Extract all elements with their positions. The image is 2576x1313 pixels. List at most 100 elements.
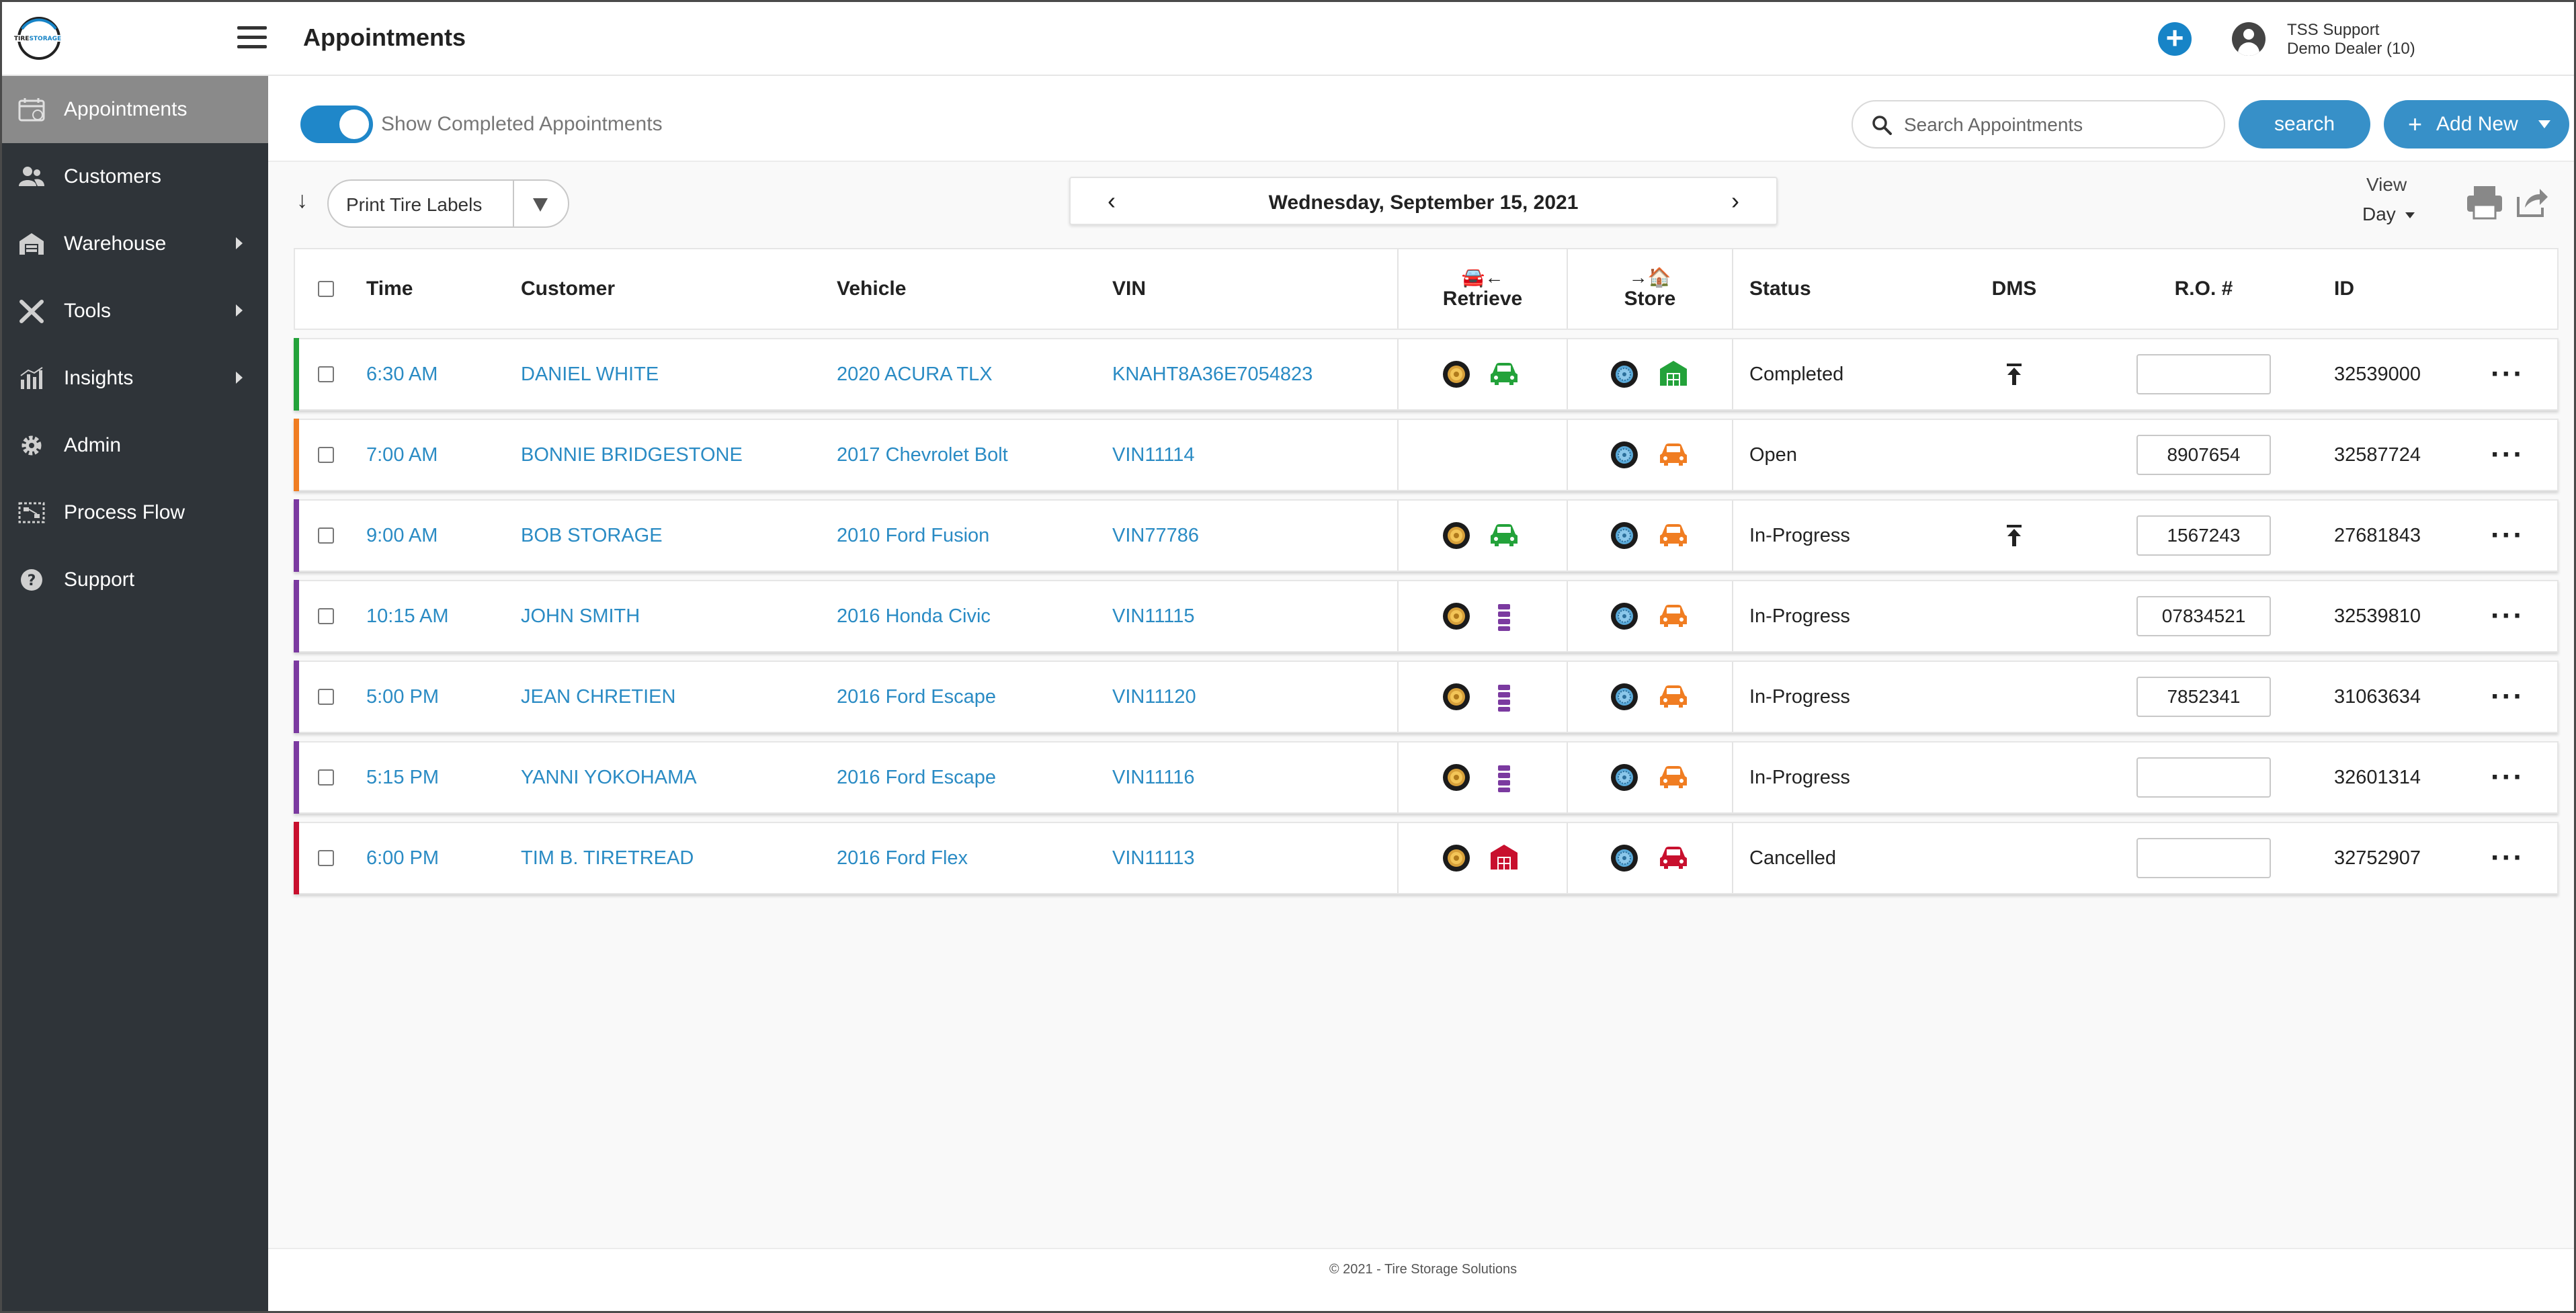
vehicle-link[interactable]: 2020 ACURA TLX xyxy=(837,363,993,385)
ro-number-input[interactable] xyxy=(2136,757,2271,798)
ro-number-input[interactable] xyxy=(2136,515,2271,556)
header-id[interactable]: ID xyxy=(2334,278,2354,300)
header-ro[interactable]: R.O. # xyxy=(2174,278,2233,300)
customer-link[interactable]: JOHN SMITH xyxy=(521,605,640,627)
header-time[interactable]: Time xyxy=(366,278,413,300)
vin-link[interactable]: VIN11120 xyxy=(1112,685,1196,708)
row-checkbox[interactable] xyxy=(318,769,334,786)
tire-stack-icon[interactable] xyxy=(1489,763,1520,792)
tire-icon[interactable] xyxy=(1610,601,1639,631)
car-icon[interactable] xyxy=(1489,359,1520,386)
upload-icon[interactable] xyxy=(2004,363,2024,386)
chevron-left-icon[interactable]: ‹ xyxy=(1108,187,1116,214)
tire-icon[interactable] xyxy=(1610,843,1639,873)
current-date[interactable]: Wednesday, September 15, 2021 xyxy=(1268,192,1579,214)
row-checkbox[interactable] xyxy=(318,608,334,624)
user-info[interactable]: TSS Support Demo Dealer (10) xyxy=(2287,21,2415,58)
tire-icon[interactable] xyxy=(1610,521,1639,550)
row-checkbox[interactable] xyxy=(318,527,334,544)
appointment-time-link[interactable]: 6:30 AM xyxy=(366,363,438,385)
customer-link[interactable]: YANNI YOKOHAMA xyxy=(521,766,697,788)
more-options-icon[interactable]: ··· xyxy=(2491,599,2524,632)
more-options-icon[interactable]: ··· xyxy=(2491,841,2524,874)
chevron-right-icon[interactable]: › xyxy=(1731,187,1739,214)
customer-link[interactable]: DANIEL WHITE xyxy=(521,363,659,385)
ro-number-input[interactable] xyxy=(2136,354,2271,394)
ro-number-input[interactable] xyxy=(2136,838,2271,878)
customer-link[interactable]: TIM B. TIRETREAD xyxy=(521,847,694,869)
select-all-checkbox[interactable] xyxy=(318,281,334,297)
table-row[interactable]: 5:15 PM YANNI YOKOHAMA 2016 Ford Escape VIN… xyxy=(294,741,2559,814)
tire-icon[interactable] xyxy=(1442,359,1471,389)
user-avatar-icon[interactable] xyxy=(2232,22,2266,56)
row-checkbox[interactable] xyxy=(318,366,334,382)
sidebar-item-customers[interactable]: Customers xyxy=(2,143,268,210)
vin-link[interactable]: VIN77786 xyxy=(1112,524,1199,546)
table-row[interactable]: 6:00 PM TIM B. TIRETREAD 2016 Ford Flex VIN… xyxy=(294,822,2559,894)
sidebar-item-warehouse[interactable]: Warehouse xyxy=(2,210,268,278)
vehicle-link[interactable]: 2016 Ford Escape xyxy=(837,685,996,708)
sidebar-item-admin[interactable]: Admin xyxy=(2,412,268,479)
sidebar-item-process-flow[interactable]: Process Flow xyxy=(2,479,268,546)
vehicle-link[interactable]: 2016 Honda Civic xyxy=(837,605,991,627)
row-checkbox[interactable] xyxy=(318,689,334,705)
ro-number-input[interactable] xyxy=(2136,435,2271,475)
appointment-time-link[interactable]: 9:00 AM xyxy=(366,524,438,546)
vin-link[interactable]: KNAHT8A36E7054823 xyxy=(1112,363,1313,385)
print-tire-labels-button[interactable]: Print Tire Labels xyxy=(327,179,569,228)
add-new-button[interactable]: + Add New xyxy=(2384,100,2569,149)
vin-link[interactable]: VIN11114 xyxy=(1112,443,1195,466)
car-icon[interactable] xyxy=(1658,843,1689,870)
tire-icon[interactable] xyxy=(1610,440,1639,470)
menu-toggle-icon[interactable] xyxy=(237,26,267,50)
tire-icon[interactable] xyxy=(1442,843,1471,873)
vin-link[interactable]: VIN11115 xyxy=(1112,605,1195,627)
warehouse-icon[interactable] xyxy=(1658,359,1689,386)
car-icon[interactable] xyxy=(1658,521,1689,548)
more-options-icon[interactable]: ··· xyxy=(2491,680,2524,713)
tire-stack-icon[interactable] xyxy=(1489,682,1520,712)
car-icon[interactable] xyxy=(1658,763,1689,790)
tire-stack-icon[interactable] xyxy=(1489,601,1520,631)
car-icon[interactable] xyxy=(1489,521,1520,548)
vehicle-link[interactable]: 2016 Ford Escape xyxy=(837,766,996,788)
table-row[interactable]: 7:00 AM BONNIE BRIDGESTONE 2017 Chevrolet … xyxy=(294,419,2559,491)
tire-icon[interactable] xyxy=(1610,763,1639,792)
search-input[interactable] xyxy=(1904,111,2213,139)
more-options-icon[interactable]: ··· xyxy=(2491,519,2524,552)
table-row[interactable]: 9:00 AM BOB STORAGE 2010 Ford Fusion VIN777… xyxy=(294,499,2559,572)
more-options-icon[interactable]: ··· xyxy=(2491,761,2524,794)
appointment-time-link[interactable]: 5:15 PM xyxy=(366,766,439,788)
vehicle-link[interactable]: 2017 Chevrolet Bolt xyxy=(837,443,1008,466)
header-dms[interactable]: DMS xyxy=(1991,278,2037,300)
tire-icon[interactable] xyxy=(1442,521,1471,550)
sidebar-item-insights[interactable]: Insights xyxy=(2,345,268,412)
warehouse-icon[interactable] xyxy=(1489,843,1520,870)
car-icon[interactable] xyxy=(1658,682,1689,709)
ro-number-input[interactable] xyxy=(2136,596,2271,636)
share-icon[interactable] xyxy=(2516,185,2549,218)
table-row[interactable]: 10:15 AM JOHN SMITH 2016 Honda Civic VIN111… xyxy=(294,580,2559,652)
view-select[interactable]: Day xyxy=(2362,204,2415,225)
header-customer[interactable]: Customer xyxy=(521,278,616,300)
car-icon[interactable] xyxy=(1658,601,1689,628)
appointment-time-link[interactable]: 7:00 AM xyxy=(366,443,438,466)
quick-add-button[interactable]: + xyxy=(2158,22,2192,56)
sidebar-item-support[interactable]: ? Support xyxy=(2,546,268,613)
row-checkbox[interactable] xyxy=(318,447,334,463)
vehicle-link[interactable]: 2010 Ford Fusion xyxy=(837,524,990,546)
sort-icon[interactable]: ↓ xyxy=(296,187,308,213)
appointment-time-link[interactable]: 5:00 PM xyxy=(366,685,439,708)
header-vin[interactable]: VIN xyxy=(1112,278,1147,300)
vehicle-link[interactable]: 2016 Ford Flex xyxy=(837,847,968,869)
table-row[interactable]: 5:00 PM JEAN CHRETIEN 2016 Ford Escape VIN1… xyxy=(294,661,2559,733)
row-checkbox[interactable] xyxy=(318,850,334,866)
car-icon[interactable] xyxy=(1658,440,1689,467)
search-button[interactable]: search xyxy=(2239,100,2370,149)
customer-link[interactable]: BONNIE BRIDGESTONE xyxy=(521,443,743,466)
caret-down-icon[interactable] xyxy=(2538,120,2550,128)
caret-down-icon[interactable] xyxy=(533,198,548,212)
sidebar-item-appointments[interactable]: Appointments xyxy=(2,76,268,143)
appointment-time-link[interactable]: 6:00 PM xyxy=(366,847,439,869)
vin-link[interactable]: VIN11116 xyxy=(1112,766,1195,788)
